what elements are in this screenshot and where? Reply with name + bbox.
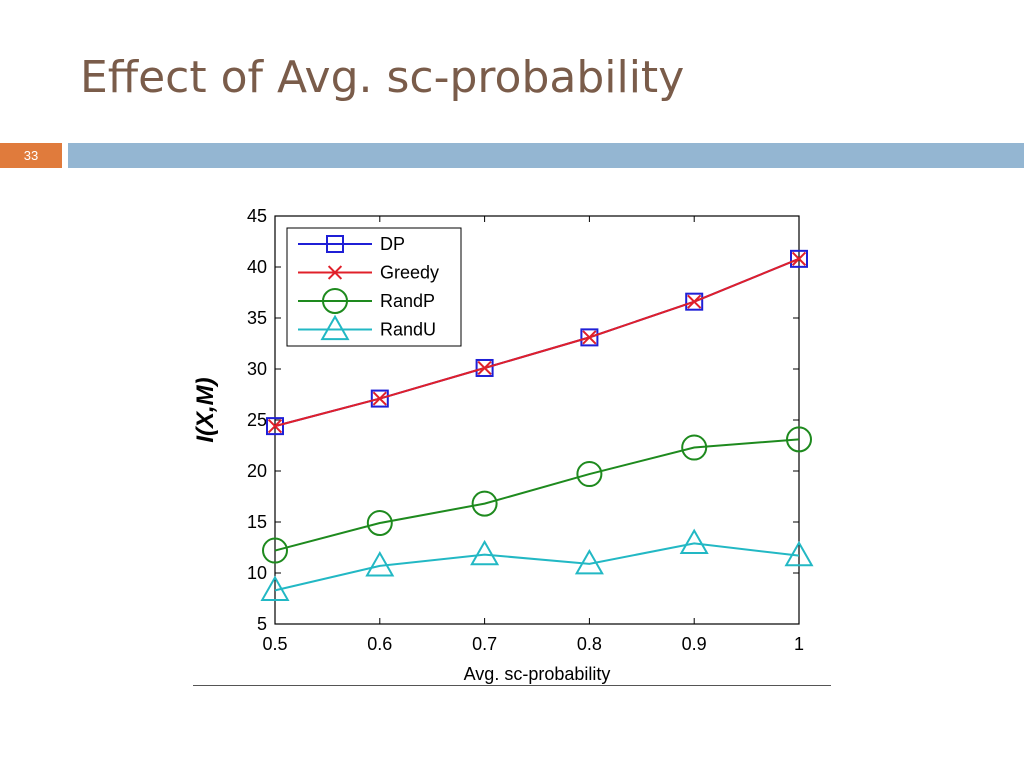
series-line-greedy [274, 257, 800, 428]
x-tick-label: 0.5 [262, 634, 287, 654]
x-marker [687, 294, 702, 309]
x-tick-label: 1 [794, 634, 804, 654]
triangle-marker [574, 549, 604, 575]
x-marker [267, 419, 283, 434]
x-marker [477, 360, 492, 376]
slide-title: Effect of Avg. sc-probability [80, 52, 685, 103]
circle-marker [366, 510, 393, 537]
triangle-marker [679, 528, 709, 555]
square-marker [580, 328, 599, 347]
legend: DP Greedy RandP RandU [286, 227, 462, 347]
square-marker [326, 235, 344, 253]
triangle-marker [260, 575, 290, 601]
y-tick-label: 10 [247, 563, 267, 583]
y-tick-label: 45 [247, 206, 267, 226]
x-tick-label: 0.8 [577, 634, 602, 654]
triangle-marker [365, 551, 395, 577]
triangle-marker [470, 539, 500, 566]
legend-label: RandU [380, 320, 436, 340]
x-marker [327, 265, 343, 280]
circle-marker [262, 537, 288, 564]
square-marker [266, 417, 284, 436]
square-marker [685, 292, 704, 311]
legend-item-randp: RandP [298, 288, 435, 314]
slide-number: 33 [0, 143, 62, 168]
legend-item-randu: RandU [298, 314, 436, 341]
square-marker [475, 358, 494, 377]
series-line-randp [274, 438, 800, 552]
circle-marker [471, 490, 498, 517]
y-axis-label: I(X,M) [192, 377, 219, 442]
series-line-randu [274, 542, 800, 592]
x-tick-label: 0.6 [367, 634, 392, 654]
square-marker [790, 249, 808, 268]
circle-marker [786, 426, 812, 453]
y-tick-label: 20 [247, 461, 267, 481]
x-marker [791, 251, 807, 266]
header-bar [68, 143, 1024, 168]
legend-label: RandP [380, 291, 435, 311]
series-greedy [267, 251, 807, 434]
x-tick-label: 0.9 [682, 634, 707, 654]
legend-item-dp: DP [298, 234, 405, 254]
series-randu [260, 528, 814, 601]
square-marker [370, 389, 389, 408]
legend-label: DP [380, 234, 405, 254]
bottom-rule [193, 685, 831, 686]
x-axis-label: Avg. sc-probability [464, 664, 611, 684]
y-tick-label: 35 [247, 308, 267, 328]
y-tick-label: 40 [247, 257, 267, 277]
triangle-marker [784, 540, 814, 567]
y-tick-label: 15 [247, 512, 267, 532]
triangle-marker [320, 314, 350, 341]
circle-marker [322, 288, 348, 314]
series-randp [262, 426, 812, 564]
x-tick-label: 0.7 [472, 634, 497, 654]
circle-marker [576, 461, 603, 488]
y-tick-label: 25 [247, 410, 267, 430]
circle-marker [681, 434, 708, 461]
y-tick-label: 5 [257, 614, 267, 634]
y-tick-label: 30 [247, 359, 267, 379]
legend-label: Greedy [380, 263, 439, 283]
x-marker [582, 330, 597, 345]
legend-box [286, 227, 462, 347]
x-marker [372, 391, 387, 406]
legend-item-greedy: Greedy [298, 263, 439, 283]
